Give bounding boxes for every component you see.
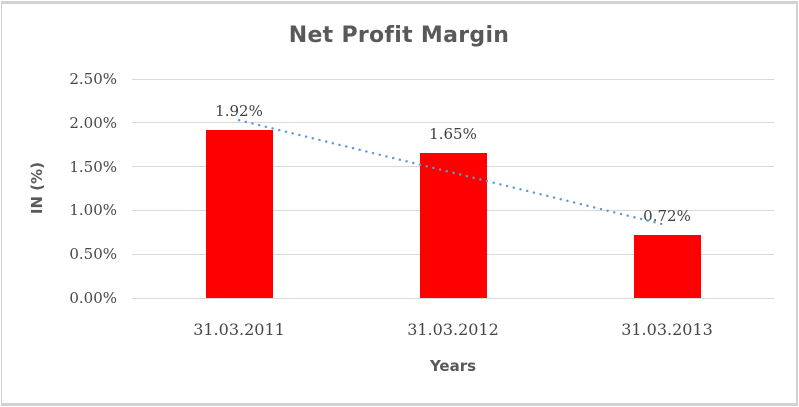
y-axis-title: IN (%) bbox=[26, 79, 48, 298]
x-axis-category-label: 31.03.2012 bbox=[407, 320, 499, 339]
y-axis-tick-label: 0.00% bbox=[69, 289, 117, 307]
y-axis-tick-labels: 0.00% 0.50% 1.00% 1.50% 2.00% 2.50% bbox=[54, 70, 117, 307]
y-axis-tick-label: 0.50% bbox=[69, 245, 117, 264]
gridline bbox=[132, 297, 774, 299]
bar-data-label: 1.65% bbox=[429, 125, 477, 144]
bar-data-label: 1.92% bbox=[215, 101, 263, 120]
bar bbox=[205, 129, 273, 298]
gridline bbox=[132, 78, 774, 80]
x-axis-title: Years bbox=[429, 357, 477, 375]
x-axis-category-label: 31.03.2013 bbox=[621, 320, 713, 339]
chart-title: Net Profit Margin bbox=[288, 23, 510, 48]
gridline bbox=[132, 122, 774, 124]
bar bbox=[633, 234, 701, 298]
y-axis-tick-label: 2.50% bbox=[69, 70, 117, 88]
y-axis-tick-label: 2.00% bbox=[69, 113, 117, 132]
plot-area: 1.92% 1.65% 0.72% bbox=[132, 78, 774, 299]
x-axis-category-labels: 31.03.2011 31.03.2012 31.03.2013 bbox=[132, 321, 774, 341]
y-axis-title-text: IN (%) bbox=[28, 162, 46, 215]
x-axis-category-label: 31.03.2011 bbox=[193, 320, 285, 339]
trendline bbox=[237, 118, 669, 227]
bar-data-label: 0.72% bbox=[643, 206, 691, 225]
y-axis-tick-label: 1.00% bbox=[69, 201, 117, 220]
y-axis-tick-label: 1.50% bbox=[69, 157, 117, 176]
bar bbox=[419, 153, 487, 298]
